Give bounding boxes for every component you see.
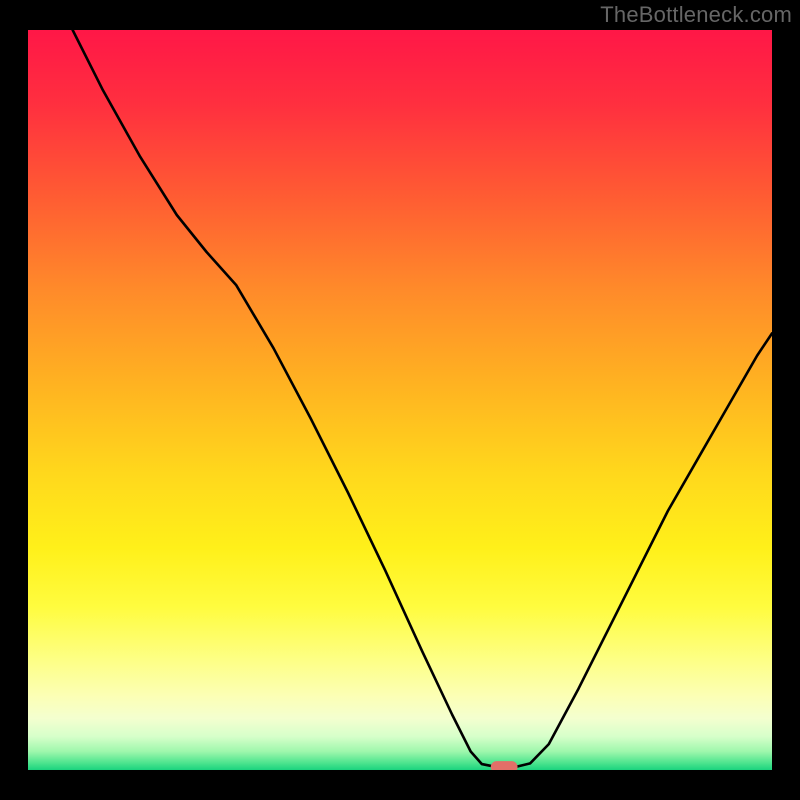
chart-background <box>28 30 772 770</box>
chart-plot-area <box>28 30 772 770</box>
watermark-text: TheBottleneck.com <box>600 2 792 28</box>
bottleneck-marker <box>491 761 518 770</box>
chart-frame: TheBottleneck.com <box>0 0 800 800</box>
